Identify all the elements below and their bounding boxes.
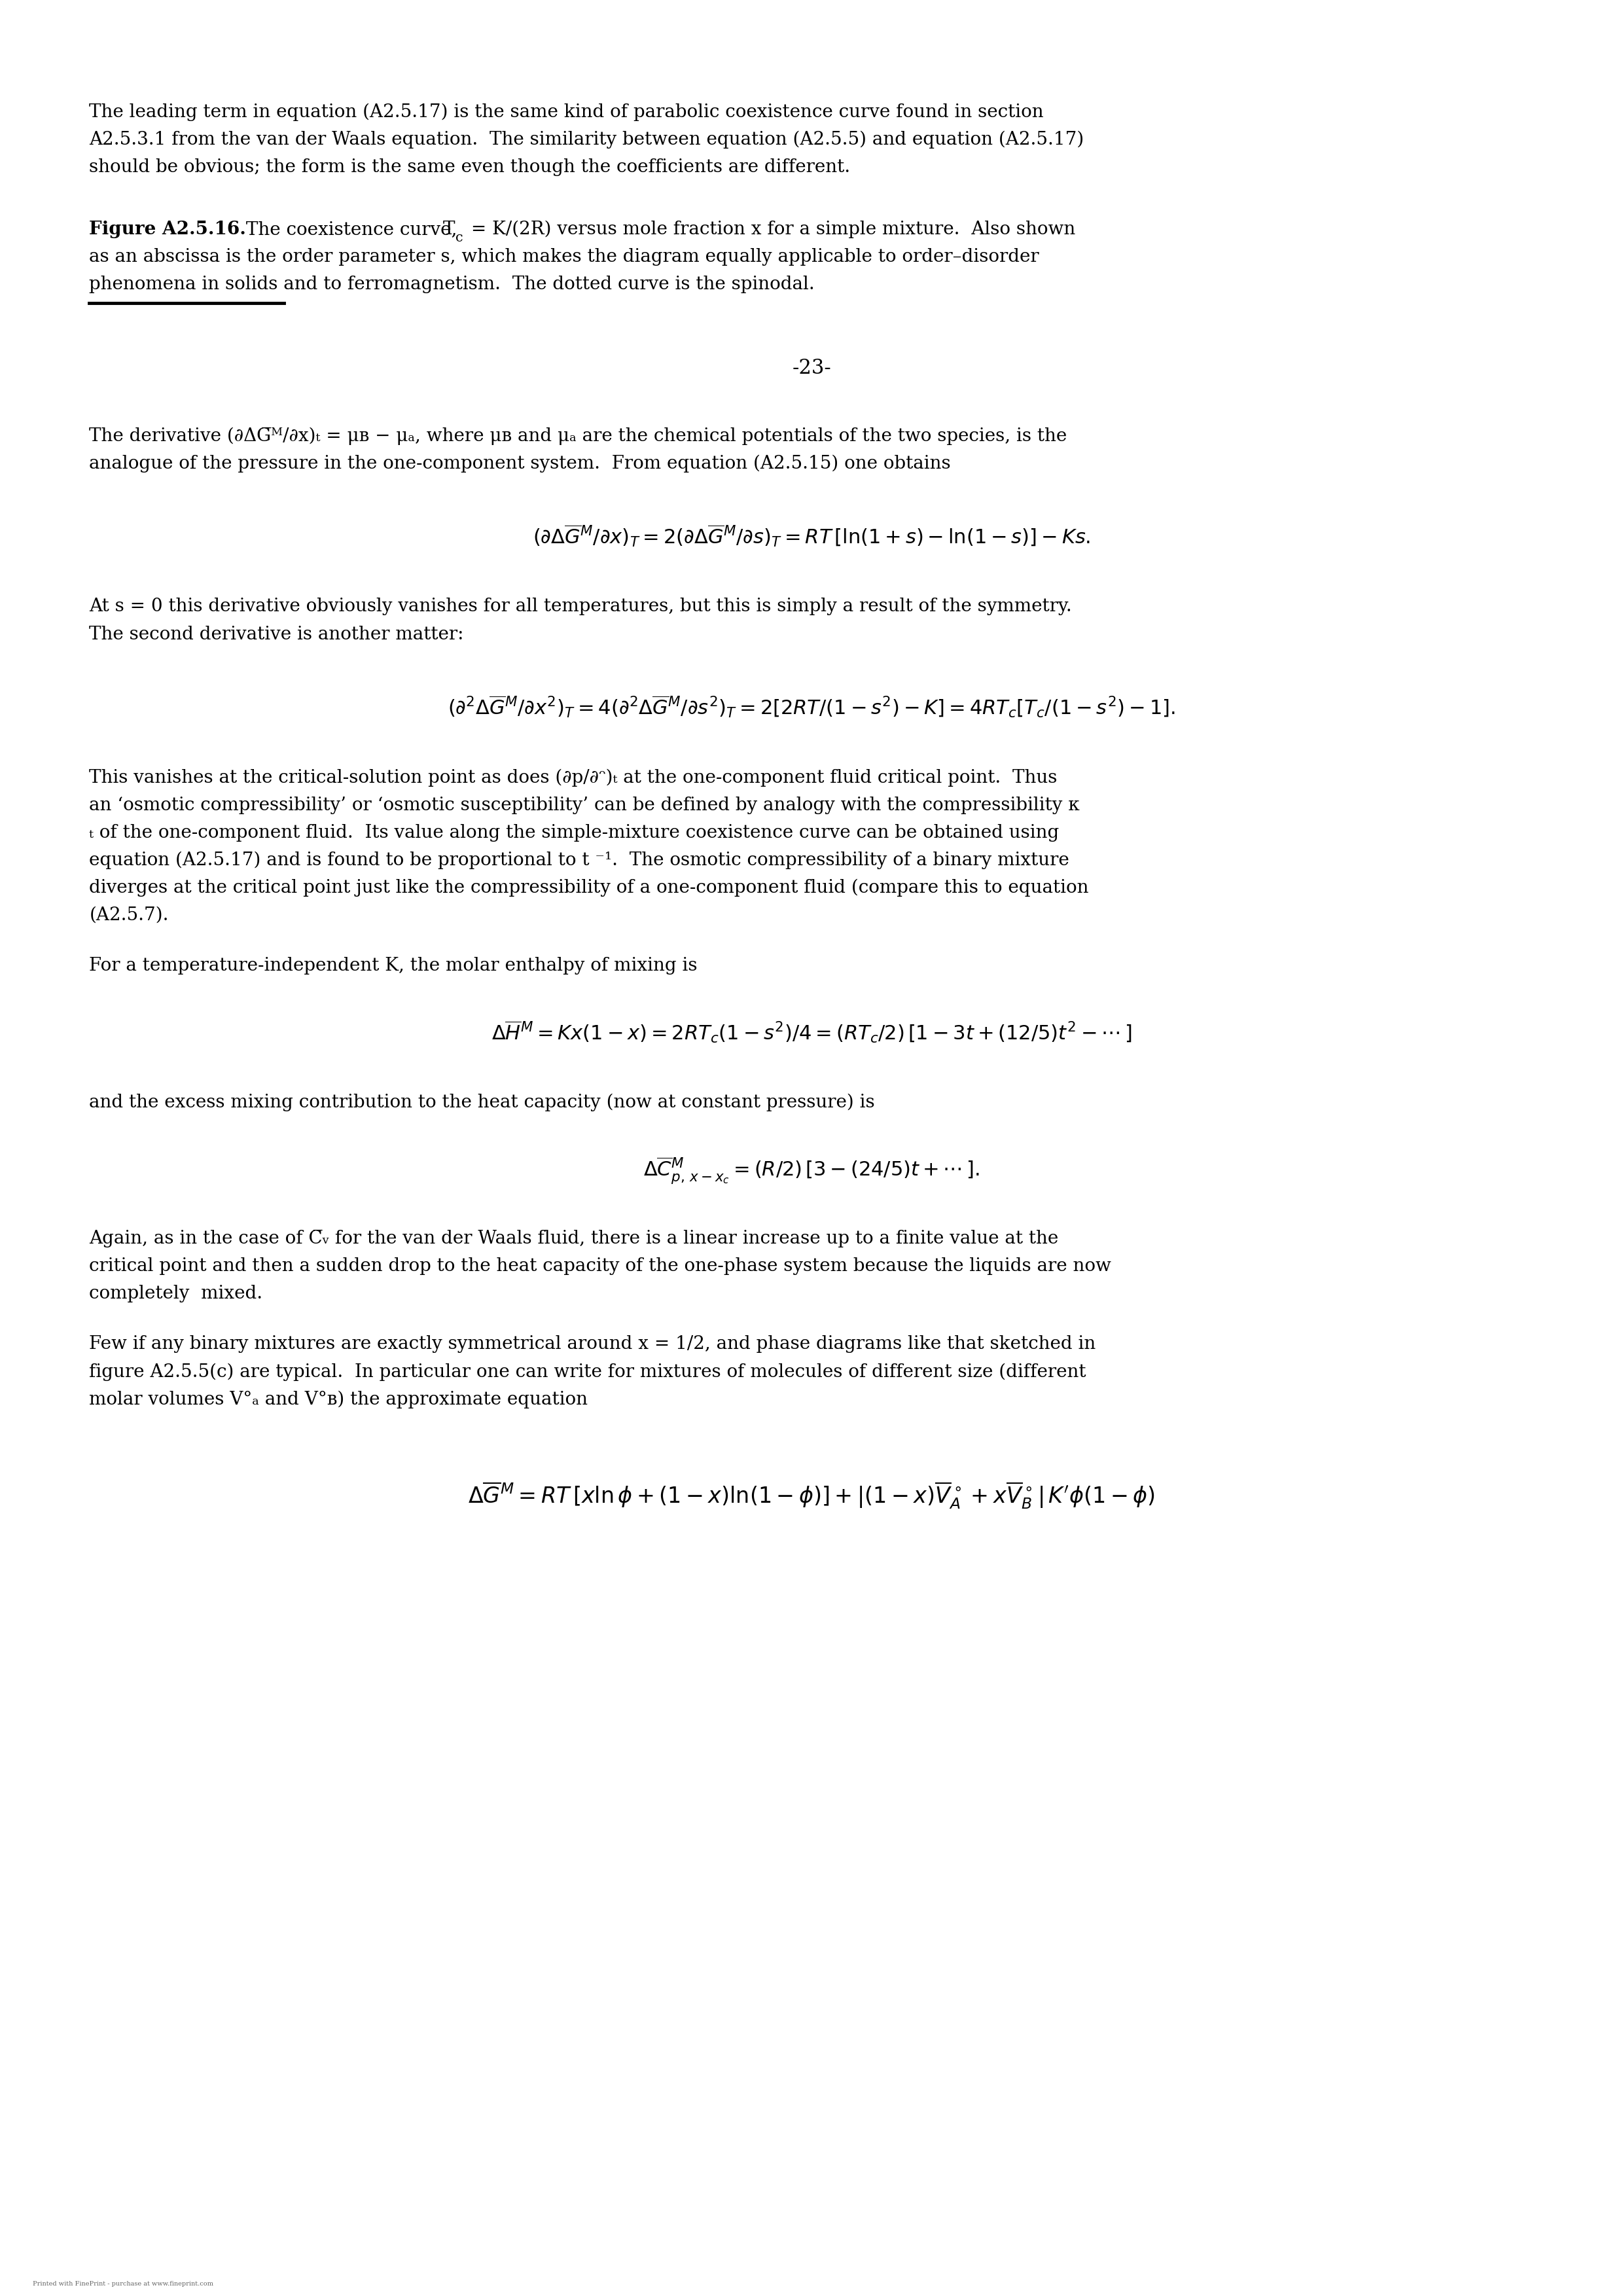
- Text: Again, as in the case of C̅ᵥ for the van der Waals fluid, there is a linear incr: Again, as in the case of C̅ᵥ for the van…: [89, 1231, 1058, 1247]
- Text: critical point and then a sudden drop to the heat capacity of the one-phase syst: critical point and then a sudden drop to…: [89, 1258, 1112, 1274]
- Text: as an abscissa is the order parameter s, which makes the diagram equally applica: as an abscissa is the order parameter s,…: [89, 248, 1039, 266]
- Text: The coexistence curve,: The coexistence curve,: [240, 220, 463, 239]
- Text: $\Delta\overline{G}^M = RT\,[x\ln\phi + (1-x)\ln(1-\phi)] + |(1-x)\overline{V}^\: $\Delta\overline{G}^M = RT\,[x\ln\phi + …: [467, 1481, 1156, 1511]
- Text: c: c: [456, 232, 463, 243]
- Text: Figure A2.5.16.: Figure A2.5.16.: [89, 220, 247, 239]
- Text: $(\partial\Delta\overline{G}^M/\partial x)_T = 2(\partial\Delta\overline{G}^M/\p: $(\partial\Delta\overline{G}^M/\partial …: [532, 523, 1091, 549]
- Text: completely  mixed.: completely mixed.: [89, 1286, 263, 1302]
- Text: -23-: -23-: [792, 358, 831, 379]
- Text: $\Delta\overline{C}^M_{p,\,x-x_c} = (R/2)\,[3 - (24/5)t + \cdots\,].$: $\Delta\overline{C}^M_{p,\,x-x_c} = (R/2…: [643, 1155, 980, 1185]
- Text: diverges at the critical point just like the compressibility of a one-component : diverges at the critical point just like…: [89, 879, 1089, 898]
- Text: should be obvious; the form is the same even though the coefficients are differe: should be obvious; the form is the same …: [89, 158, 850, 177]
- Text: T: T: [443, 220, 454, 239]
- Text: figure A2.5.5(c) are typical.  In particular one can write for mixtures of molec: figure A2.5.5(c) are typical. In particu…: [89, 1364, 1086, 1380]
- Text: an ‘osmotic compressibility’ or ‘osmotic susceptibility’ can be defined by analo: an ‘osmotic compressibility’ or ‘osmotic…: [89, 797, 1079, 813]
- Text: analogue of the pressure in the one-component system.  From equation (A2.5.15) o: analogue of the pressure in the one-comp…: [89, 455, 951, 473]
- Text: Printed with FinePrint - purchase at www.fineprint.com: Printed with FinePrint - purchase at www…: [32, 2280, 213, 2287]
- Text: phenomena in solids and to ferromagnetism.  The dotted curve is the spinodal.: phenomena in solids and to ferromagnetis…: [89, 276, 815, 294]
- Text: At s = 0 this derivative obviously vanishes for all temperatures, but this is si: At s = 0 this derivative obviously vanis…: [89, 597, 1073, 615]
- Text: and the excess mixing contribution to the heat capacity (now at constant pressur: and the excess mixing contribution to th…: [89, 1093, 875, 1111]
- Text: The leading term in equation (A2.5.17) is the same kind of parabolic coexistence: The leading term in equation (A2.5.17) i…: [89, 103, 1044, 122]
- Text: Few if any binary mixtures are exactly symmetrical around x = 1/2, and phase dia: Few if any binary mixtures are exactly s…: [89, 1336, 1096, 1352]
- Text: The second derivative is another matter:: The second derivative is another matter:: [89, 625, 464, 643]
- Text: $(\partial^2\Delta\overline{G}^M/\partial x^2)_T = 4(\partial^2\Delta\overline{G: $(\partial^2\Delta\overline{G}^M/\partia…: [448, 693, 1175, 719]
- Text: The derivative (∂ΔG̅ᴹ/∂x)ₜ = μʙ − μₐ, where μʙ and μₐ are the chemical potential: The derivative (∂ΔG̅ᴹ/∂x)ₜ = μʙ − μₐ, wh…: [89, 427, 1068, 445]
- Text: molar volumes V°ₐ and V°ʙ) the approximate equation: molar volumes V°ₐ and V°ʙ) the approxima…: [89, 1391, 588, 1407]
- Text: $\Delta\overline{H}^M = Kx(1-x) = 2RT_c(1-s^2)/4 = (RT_c/2)\,[1 - 3t + (12/5)t^2: $\Delta\overline{H}^M = Kx(1-x) = 2RT_c(…: [492, 1019, 1131, 1045]
- Text: ₜ of the one-component fluid.  Its value along the simple-mixture coexistence cu: ₜ of the one-component fluid. Its value …: [89, 824, 1060, 840]
- Text: equation (A2.5.17) and is found to be proportional to t ⁻¹.  The osmotic compres: equation (A2.5.17) and is found to be pr…: [89, 852, 1070, 870]
- Text: A2.5.3.1 from the van der Waals equation.  The similarity between equation (A2.5: A2.5.3.1 from the van der Waals equation…: [89, 131, 1084, 149]
- Text: (A2.5.7).: (A2.5.7).: [89, 907, 169, 923]
- Text: For a temperature-independent K, the molar enthalpy of mixing is: For a temperature-independent K, the mol…: [89, 957, 698, 974]
- Text: = K/(2R) versus mole fraction x for a simple mixture.  Also shown: = K/(2R) versus mole fraction x for a si…: [466, 220, 1076, 239]
- Text: This vanishes at the critical-solution point as does (∂p/∂ᵔ)ₜ at the one-compone: This vanishes at the critical-solution p…: [89, 769, 1058, 788]
